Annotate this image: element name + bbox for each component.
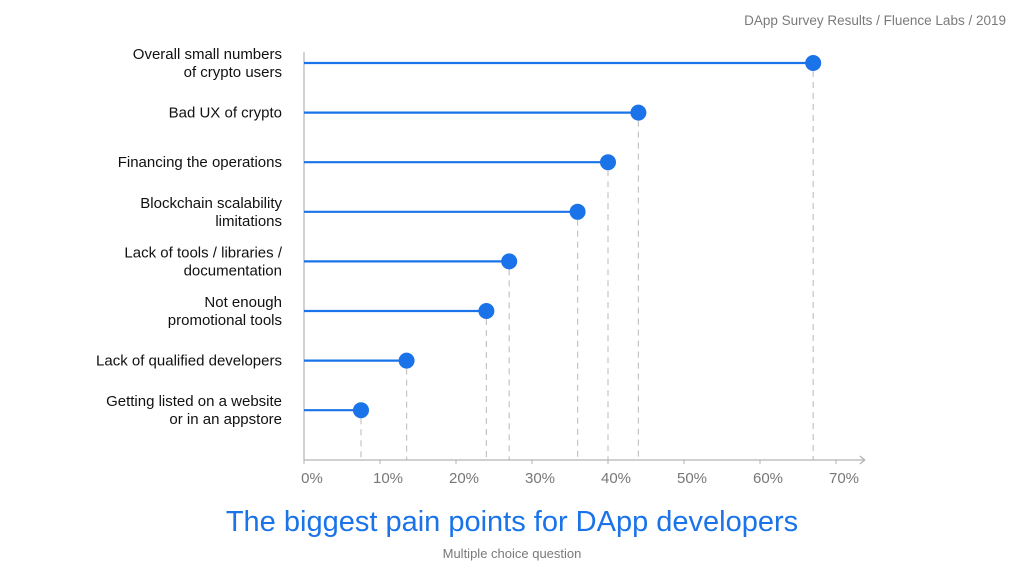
chart-axes [303,52,866,465]
category-label-line: Lack of qualified developers [96,353,282,370]
category-label-line: or in an appstore [169,411,282,428]
x-tick-label: 10% [373,470,403,487]
category-label: Financing the operations [118,154,282,171]
x-tick-label: 50% [677,470,707,487]
data-point [805,55,822,71]
category-label: Blockchain scalability limitations [140,195,282,230]
data-point [630,104,647,121]
category-label-line: Getting listed on a website [106,393,282,410]
category-label: Bad UX of crypto [169,105,282,122]
category-label-line: Bad UX of crypto [169,105,282,122]
category-label-line: promotional tools [168,312,282,329]
data-point [501,253,518,270]
data-point [569,203,586,220]
category-label: Not enough promotional tools [168,294,282,329]
category-label-line: of crypto users [184,64,282,81]
source-caption: DApp Survey Results / Fluence Labs / 201… [744,13,1006,28]
category-label: Overall small numbers of crypto users [133,46,282,81]
chart-title: The biggest pain points for DApp develop… [225,506,799,538]
x-tick-label: 30% [525,470,555,487]
category-label-line: Overall small numbers [133,46,282,63]
category-label-line: documentation [184,262,282,279]
data-point [478,303,495,319]
chart-subtitle: Multiple choice question [442,546,582,561]
category-labels: Overall small numbers of crypto users Bad … [96,46,283,428]
category-label-line: Lack of tools / libraries / [124,244,282,261]
x-axis-arrow [859,455,866,465]
category-label: Lack of qualified developers [96,353,282,370]
data-point [353,402,369,419]
x-tick-label: 60% [753,470,783,487]
value-guides [360,71,814,460]
x-tick-label: 20% [449,470,479,487]
x-tick-labels: 0% 10% 20% 30% 40% 50% 60% 70% [301,470,859,487]
category-label-line: Blockchain scalability [140,195,282,212]
x-tick-label: 70% [829,470,859,487]
lollipop-stems [304,61,814,412]
category-label-line: Not enough [204,294,282,311]
category-label: Getting listed on a website or in an apps… [106,393,282,428]
x-tick-label: 0% [301,470,323,487]
data-point [398,352,415,369]
category-label-line: limitations [215,213,282,230]
category-label-line: Financing the operations [118,154,282,171]
data-point [600,154,616,171]
x-tick-label: 40% [601,470,631,487]
lollipop-points [353,55,822,419]
category-label: Lack of tools / libraries / documentation [124,244,282,279]
